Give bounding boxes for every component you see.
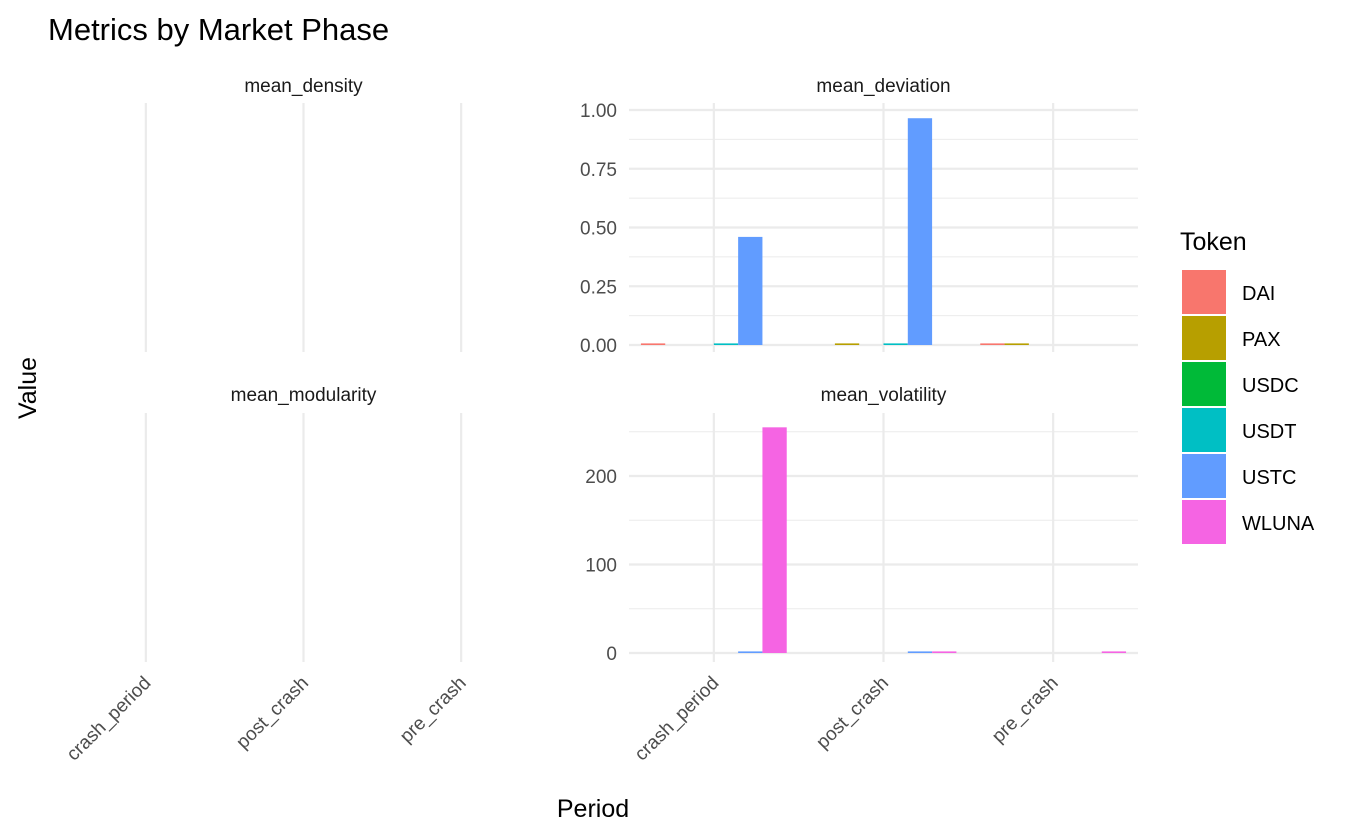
bar-dai-crash_period [640, 343, 666, 345]
bar-ustc-crash_period [738, 236, 763, 345]
bar-dai-pre_crash [980, 343, 1005, 345]
bar-ustc-post_crash [907, 118, 933, 345]
legend-label: USDC [1242, 375, 1299, 397]
facet-mean_density: mean_density [144, 76, 463, 352]
legend: Token DAI PAX USDC USDT USTC WLUNA [1180, 228, 1315, 544]
y-tick-label: 0.50 [580, 219, 617, 240]
legend-key-dai [1182, 270, 1226, 314]
legend-key-ustc [1182, 454, 1226, 498]
bar-wluna-post_crash [932, 651, 957, 653]
facet-strip-label: mean_modularity [231, 385, 377, 406]
y-tick-label: 200 [585, 467, 617, 488]
facet-mean_modularity: mean_modularity crash_period post_crash pre… [63, 385, 471, 765]
bar-wluna-crash_period [762, 427, 787, 653]
x-tick-label: crash_period [631, 673, 724, 766]
y-tick-label: 0.25 [580, 277, 617, 298]
x-tick-label: post_crash [232, 673, 313, 754]
bar-usdt-crash_period [713, 343, 739, 345]
x-tick-label: post_crash [812, 673, 893, 754]
legend-label: DAI [1242, 283, 1275, 305]
y-tick-label: 0 [606, 644, 617, 665]
facet-strip-label: mean_volatility [821, 385, 947, 406]
chart-title: Metrics by Market Phase [48, 12, 389, 47]
legend-key-pax [1182, 316, 1226, 360]
bar-ustc-post_crash [907, 651, 933, 653]
facet-mean_deviation: mean_deviation 1.00 0.75 0.50 0.25 0.00 [580, 76, 1138, 357]
legend-key-wluna [1182, 500, 1226, 544]
x-tick-label: pre_crash [396, 673, 471, 748]
y-tick-label: 1.00 [580, 101, 617, 122]
legend-label: PAX [1242, 329, 1281, 351]
legend-key-usdc [1182, 362, 1226, 406]
y-axis-title: Value [14, 357, 42, 419]
legend-key-usdt [1182, 408, 1226, 452]
bar-pax-pre_crash [1004, 343, 1029, 345]
bar-pax-post_crash [834, 343, 860, 345]
y-tick-label: 0.00 [580, 336, 617, 357]
legend-title: Token [1180, 228, 1247, 256]
facet-strip-label: mean_density [244, 76, 363, 97]
x-axis-title: Period [557, 795, 629, 823]
bar-ustc-crash_period [738, 651, 763, 653]
facet-mean_volatility: mean_volatility 200 100 0 crash_period post_c… [585, 385, 1138, 765]
facet-strip-label: mean_deviation [816, 76, 950, 97]
facet-panels: mean_density mean_deviation 1.00 0.75 0.50 0.… [63, 76, 1138, 765]
y-tick-label: 0.75 [580, 160, 617, 181]
bar-wluna-pre_crash [1101, 651, 1127, 653]
legend-label: USDT [1242, 421, 1296, 443]
legend-label: WLUNA [1242, 513, 1315, 535]
x-tick-label: crash_period [63, 673, 156, 766]
legend-label: USTC [1242, 467, 1296, 489]
y-tick-label: 100 [585, 556, 617, 577]
bar-usdt-post_crash [883, 343, 908, 345]
x-tick-label: pre_crash [988, 673, 1063, 748]
